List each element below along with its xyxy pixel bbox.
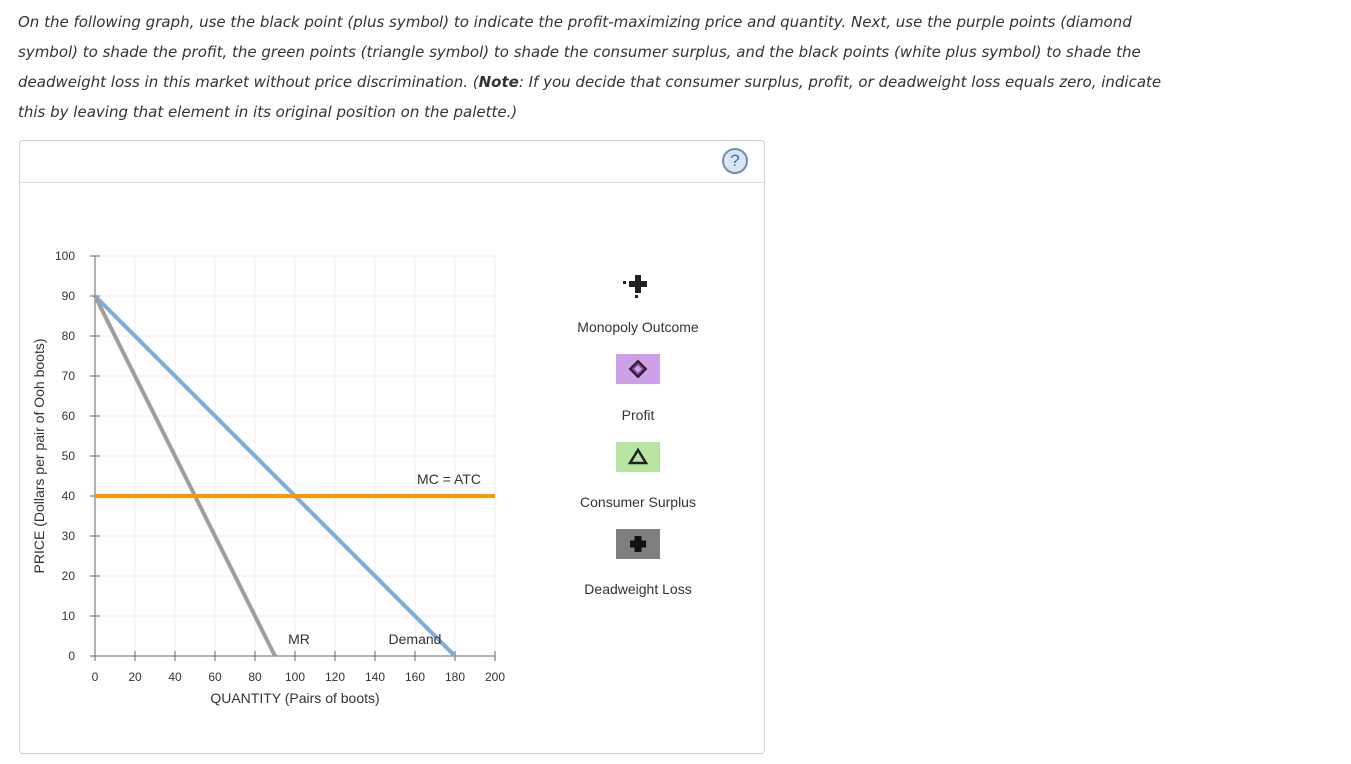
consumer-surplus-label: Consumer Surplus xyxy=(580,494,696,510)
y-tick-label: 50 xyxy=(62,449,76,463)
y-tick-label: 60 xyxy=(62,409,76,423)
chart[interactable]: 0 20 40 60 80 100 120 140 160 180 200 0 10 20 30 40 50 60… xyxy=(20,183,540,753)
y-tick-label: 20 xyxy=(62,569,76,583)
consumer-surplus-tool[interactable] xyxy=(616,442,660,472)
instructions: On the following graph, use the black po… xyxy=(18,7,1188,127)
demand-curve xyxy=(93,294,457,658)
instructions-text-continued: : If you decide that consumer surplus, p… xyxy=(18,73,1162,121)
monopoly-outcome-label: Monopoly Outcome xyxy=(577,319,699,335)
help-icon[interactable]: ? xyxy=(722,148,748,174)
x-axis-label: QUANTITY (Pairs of boots) xyxy=(210,690,379,706)
x-tick-label: 40 xyxy=(168,670,182,684)
profit-label: Profit xyxy=(621,407,655,423)
panel-header: ? xyxy=(20,141,764,183)
x-tick-label: 160 xyxy=(405,670,425,684)
x-tick-label: 0 xyxy=(92,670,99,684)
note-label: Note xyxy=(478,73,519,91)
x-tick-label: 80 xyxy=(248,670,262,684)
x-tick-label: 200 xyxy=(485,670,505,684)
graph-panel: ? 0 20 40 60 80 100 120 140 160 180 200 0 10 20 30 40 50… xyxy=(19,140,765,754)
deadweight-loss-label: Deadweight Loss xyxy=(584,581,692,597)
y-tick-label: 100 xyxy=(55,249,75,263)
y-tick-label: 90 xyxy=(62,289,76,303)
purple-diamond-icon xyxy=(628,359,648,379)
x-tick-label: 180 xyxy=(445,670,465,684)
y-axis-label: PRICE (Dollars per pair of Ooh boots) xyxy=(31,339,47,574)
y-tick-label: 0 xyxy=(68,649,75,663)
green-triangle-icon xyxy=(628,447,648,465)
x-tick-label: 60 xyxy=(208,670,222,684)
y-tick-label: 30 xyxy=(62,529,76,543)
instructions-text: On the following graph, use the black po… xyxy=(18,13,1141,91)
mr-curve xyxy=(93,295,277,657)
deadweight-loss-tool[interactable] xyxy=(616,529,660,559)
white-plus-icon xyxy=(630,536,646,552)
mc-atc-label: MC = ATC xyxy=(417,471,481,487)
x-tick-label: 100 xyxy=(285,670,305,684)
x-tick-label: 20 xyxy=(128,670,142,684)
x-tick-label: 120 xyxy=(325,670,345,684)
y-tick-label: 10 xyxy=(62,609,76,623)
x-tick-label: 140 xyxy=(365,670,385,684)
profit-tool[interactable] xyxy=(616,354,660,384)
y-tick-label: 70 xyxy=(62,369,76,383)
y-tick-label: 80 xyxy=(62,329,76,343)
demand-label: Demand xyxy=(389,631,442,647)
black-plus-icon xyxy=(623,275,647,298)
y-tick-label: 40 xyxy=(62,489,76,503)
monopoly-outcome-tool[interactable] xyxy=(616,269,660,299)
mr-label: MR xyxy=(288,631,310,647)
